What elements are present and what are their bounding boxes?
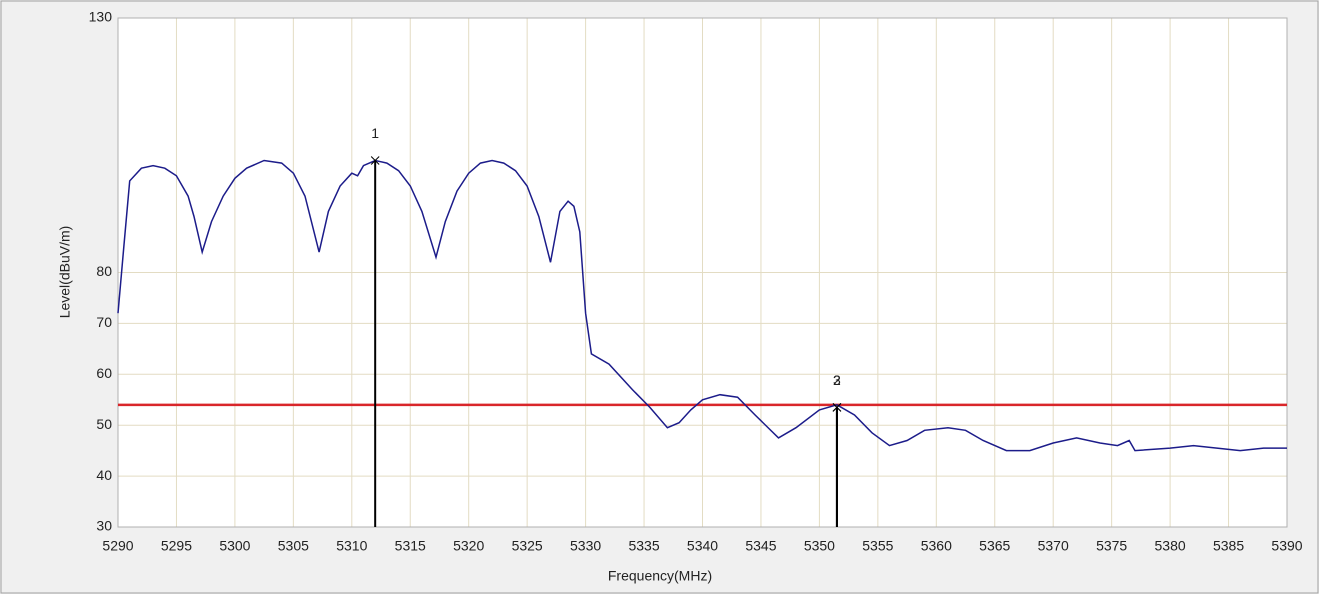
x-tick-label: 5305 bbox=[278, 538, 309, 554]
x-tick-label: 5295 bbox=[161, 538, 192, 554]
x-tick-label: 5290 bbox=[102, 538, 133, 554]
y-tick-label: 30 bbox=[96, 518, 112, 534]
x-tick-label: 5375 bbox=[1096, 538, 1127, 554]
x-tick-label: 5365 bbox=[979, 538, 1010, 554]
x-tick-label: 5335 bbox=[628, 538, 659, 554]
x-tick-label: 5330 bbox=[570, 538, 601, 554]
y-axis-label: Level(dBuV/m) bbox=[57, 226, 73, 319]
y-tick-label: 80 bbox=[96, 263, 112, 279]
marker-point bbox=[370, 156, 380, 165]
x-tick-label: 5355 bbox=[862, 538, 893, 554]
x-axis-label: Frequency(MHz) bbox=[608, 568, 712, 584]
x-tick-label: 5315 bbox=[395, 538, 426, 554]
y-tick-label: 50 bbox=[96, 416, 112, 432]
x-tick-label: 5370 bbox=[1038, 538, 1069, 554]
x-tick-label: 5360 bbox=[921, 538, 952, 554]
x-tick-label: 5380 bbox=[1155, 538, 1186, 554]
marker-label: 2 bbox=[833, 372, 841, 388]
y-tick-label: 40 bbox=[96, 467, 112, 483]
x-tick-label: 5300 bbox=[219, 538, 250, 554]
x-tick-label: 5390 bbox=[1271, 538, 1302, 554]
x-tick-label: 5350 bbox=[804, 538, 835, 554]
y-tick-label: 70 bbox=[96, 314, 112, 330]
y-tick-label: 130 bbox=[89, 9, 113, 25]
x-tick-label: 5385 bbox=[1213, 538, 1244, 554]
x-tick-label: 5320 bbox=[453, 538, 484, 554]
x-tick-label: 5325 bbox=[512, 538, 543, 554]
marker-point bbox=[832, 403, 842, 412]
trace bbox=[117, 159, 1287, 452]
y-tick-label: 60 bbox=[96, 365, 112, 381]
x-tick-label: 5340 bbox=[687, 538, 718, 554]
x-tick-label: 5310 bbox=[336, 538, 367, 554]
marker-label: 1 bbox=[371, 125, 379, 141]
plot-border bbox=[117, 17, 1288, 528]
marker-label: 3 bbox=[833, 372, 841, 388]
x-tick-label: 5345 bbox=[745, 538, 776, 554]
